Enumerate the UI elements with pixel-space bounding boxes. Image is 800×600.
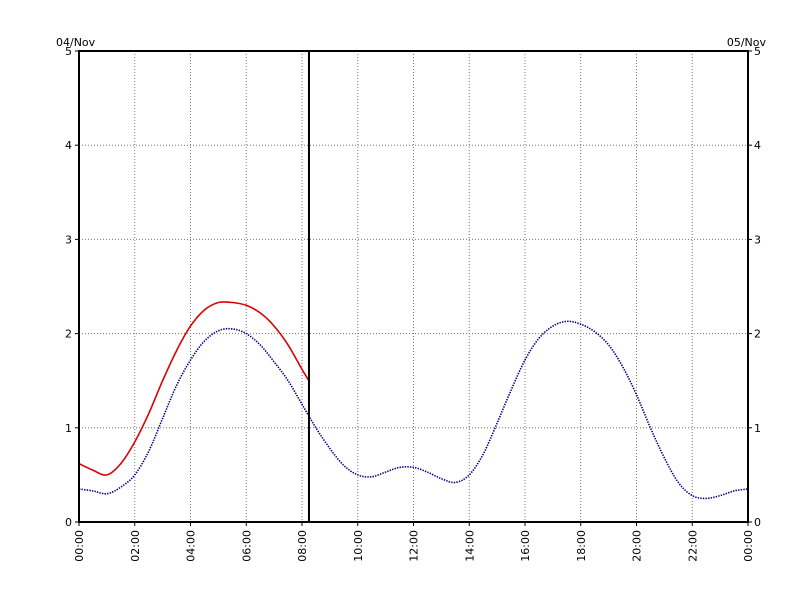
x-tick-label: 00:00	[742, 530, 755, 562]
x-tick-label: 20:00	[631, 530, 644, 562]
y-tick-label-right: 5	[754, 45, 761, 58]
x-tick-label: 08:00	[296, 530, 309, 562]
y-tick-label-left: 1	[65, 422, 72, 435]
date-start-label: 04/Nov	[56, 36, 96, 49]
series-layer	[78, 301, 749, 500]
plot-border	[78, 50, 749, 523]
x-tick-label: 06:00	[240, 530, 253, 562]
grid-lines	[79, 51, 748, 522]
y-tick-label-right: 2	[754, 328, 761, 341]
y-tick-label-left: 4	[65, 139, 72, 152]
y-tick-label-left: 5	[65, 45, 72, 58]
y-tick-label-right: 4	[754, 139, 761, 152]
x-tick-label: 22:00	[686, 530, 699, 562]
x-tick-label: 18:00	[575, 530, 588, 562]
predicted-tide-line	[78, 320, 749, 500]
y-tick-label-left: 2	[65, 328, 72, 341]
x-tick-label: 10:00	[352, 530, 365, 562]
x-tick-label: 00:00	[73, 530, 86, 562]
x-axis-labels: 00:00 02:00 04:00 06:00 08:00 10:00 12:00 14:00…	[73, 530, 755, 562]
y-axis-labels-left: 0 1 2 3 4 5	[65, 45, 72, 529]
observed-tide-line	[78, 301, 310, 476]
plot-area	[78, 50, 749, 523]
x-tick-label: 04:00	[185, 530, 198, 562]
x-tick-label: 02:00	[129, 530, 142, 562]
y-tick-label-right: 0	[754, 516, 761, 529]
x-tick-label: 16:00	[519, 530, 532, 562]
x-tick-label: 14:00	[463, 530, 476, 562]
x-tick-label: 12:00	[408, 530, 421, 562]
y-tick-label-left: 0	[65, 516, 72, 529]
y-tick-label-right: 3	[754, 233, 761, 246]
y-axis-labels-right: 0 1 2 3 4 5	[754, 45, 761, 529]
y-tick-label-left: 3	[65, 233, 72, 246]
y-tick-label-right: 1	[754, 422, 761, 435]
date-end-label: 05/Nov	[727, 36, 767, 49]
